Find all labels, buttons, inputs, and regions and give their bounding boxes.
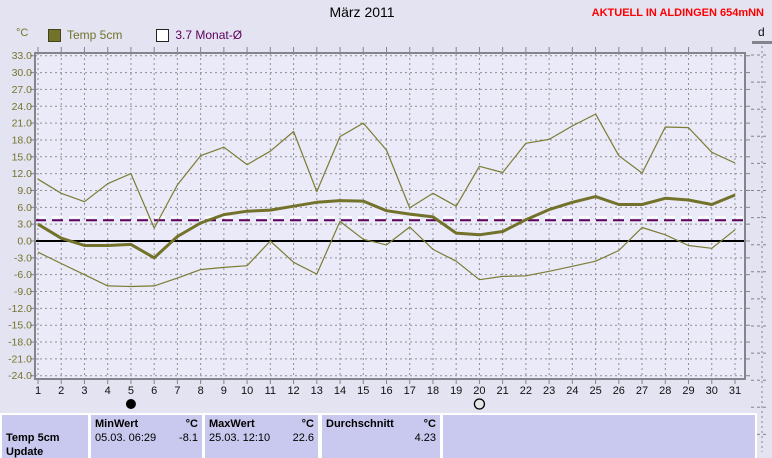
svg-text:19: 19: [450, 385, 462, 397]
svg-text:-12.0: -12.0: [8, 303, 32, 315]
svg-text:24.0: 24.0: [12, 101, 33, 113]
svg-text:22: 22: [520, 385, 532, 397]
svg-text:12.0: 12.0: [12, 168, 33, 180]
svg-text:11: 11: [265, 385, 276, 397]
sensor-header-spacer: [2, 415, 88, 431]
svg-text:9.0: 9.0: [17, 185, 32, 197]
durchschnitt-value-row: 4.23: [414, 432, 436, 444]
svg-text:26: 26: [613, 385, 625, 397]
minwert-value-row: 05.03. 06:29 -8.1: [95, 432, 198, 444]
empty-cell: [443, 415, 755, 458]
temp5cm-swatch-icon: [48, 28, 61, 42]
sensor-cell: Temp 5cm Update: [2, 415, 88, 458]
svg-text:-24.0: -24.0: [8, 370, 32, 382]
temp5cm-legend-label: Temp 5cm: [67, 28, 123, 42]
sensor-next-row-partial: Update: [6, 446, 44, 458]
svg-text:-15.0: -15.0: [8, 320, 32, 332]
svg-text:3: 3: [81, 385, 87, 397]
svg-text:30.0: 30.0: [12, 67, 33, 79]
svg-text:30: 30: [706, 385, 718, 397]
monat-avg-legend-label: 3.7 Monat-Ø: [175, 28, 243, 42]
svg-text:16: 16: [380, 385, 392, 397]
svg-text:-18.0: -18.0: [8, 337, 32, 349]
svg-text:2: 2: [58, 385, 64, 397]
svg-text:23: 23: [543, 385, 555, 397]
svg-text:1: 1: [35, 385, 41, 397]
durchschnitt-cell: Durchschnitt °C 4.23: [322, 415, 440, 458]
sensor-label: Temp 5cm: [6, 432, 60, 444]
svg-text:3.0: 3.0: [17, 219, 32, 231]
svg-text:31: 31: [729, 385, 741, 397]
svg-text:28: 28: [659, 385, 671, 397]
stats-table: Temp 5cm Update MinWert °C 05.03. 06:29 -8…: [0, 413, 757, 458]
svg-text:-21.0: -21.0: [8, 353, 32, 365]
svg-text:6.0: 6.0: [17, 202, 32, 214]
monat-avg-swatch-icon: [156, 28, 170, 42]
minwert-header: MinWert °C: [95, 418, 198, 430]
svg-text:4: 4: [105, 385, 111, 397]
svg-text:12: 12: [287, 385, 299, 397]
svg-text:27: 27: [636, 385, 648, 397]
svg-text:0.0: 0.0: [17, 236, 32, 248]
right-axis-label: d: [758, 25, 765, 39]
svg-text:10: 10: [241, 385, 253, 397]
svg-text:25: 25: [589, 385, 601, 397]
svg-text:33.0: 33.0: [12, 50, 33, 62]
svg-text:7: 7: [174, 385, 180, 397]
svg-text:15: 15: [357, 385, 369, 397]
svg-text:5: 5: [128, 385, 134, 397]
svg-text:8: 8: [198, 385, 204, 397]
svg-text:-3.0: -3.0: [14, 252, 32, 264]
chart-legend: Temp 5cm 3.7 Monat-Ø: [48, 28, 242, 42]
svg-text:29: 29: [682, 385, 694, 397]
svg-text:9: 9: [221, 385, 227, 397]
maxwert-cell: MaxWert °C 25.03. 12:10 22.6: [205, 415, 318, 458]
maxwert-value-row: 25.03. 12:10 22.6: [209, 432, 314, 444]
durchschnitt-header: Durchschnitt °C: [326, 418, 436, 430]
svg-text:21.0: 21.0: [12, 118, 33, 130]
svg-text:17: 17: [404, 385, 416, 397]
svg-text:-9.0: -9.0: [14, 286, 32, 298]
svg-text:-6.0: -6.0: [14, 269, 32, 281]
maxwert-header: MaxWert °C: [209, 418, 314, 430]
svg-text:14: 14: [334, 385, 346, 397]
y-axis-unit-label: °C: [16, 27, 29, 39]
svg-text:15.0: 15.0: [12, 151, 33, 163]
svg-text:6: 6: [151, 385, 157, 397]
page-title: März 2011: [329, 4, 395, 20]
svg-text:20: 20: [473, 385, 485, 397]
minwert-cell: MinWert °C 05.03. 06:29 -8.1: [91, 415, 202, 458]
svg-text:21: 21: [497, 385, 509, 397]
svg-text:24: 24: [566, 385, 578, 397]
svg-text:13: 13: [311, 385, 323, 397]
svg-text:18: 18: [427, 385, 439, 397]
station-label: AKTUELL IN ALDINGEN 654mNN: [591, 7, 764, 19]
svg-text:27.0: 27.0: [12, 84, 33, 96]
svg-text:18.0: 18.0: [12, 134, 33, 146]
